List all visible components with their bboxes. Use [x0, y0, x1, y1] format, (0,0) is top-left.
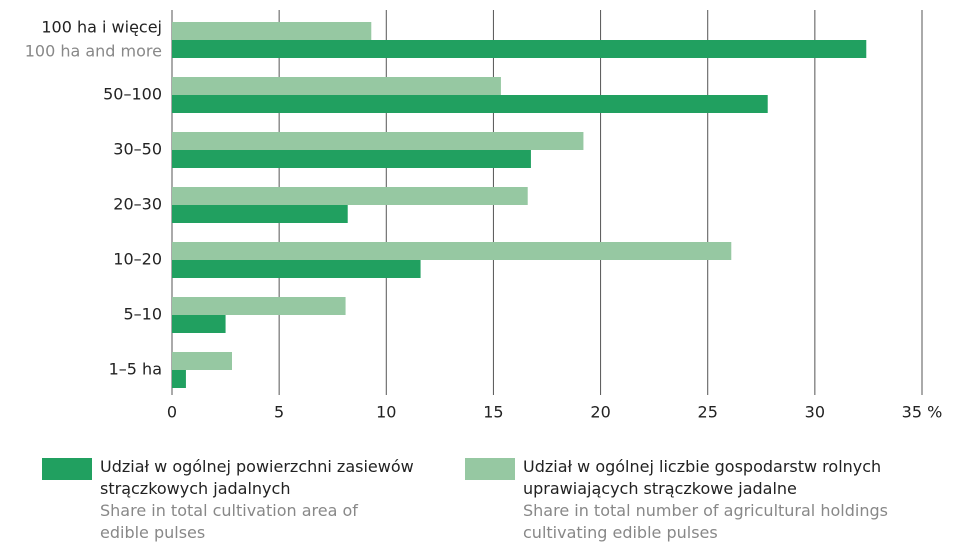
bar	[172, 187, 528, 205]
bar	[172, 370, 186, 388]
legend-swatch	[465, 458, 515, 480]
category-label: 50–100	[103, 85, 162, 104]
bar	[172, 95, 768, 113]
bar	[172, 315, 226, 333]
x-tick-label: 20	[590, 403, 610, 422]
category-label-en: 100 ha and more	[25, 42, 162, 61]
bar	[172, 205, 348, 223]
bar	[172, 260, 421, 278]
chart: 0 5 10 15 20 25 30 35 % 100 ha i więcej 100 ha an…	[25, 10, 943, 422]
bar	[172, 352, 232, 370]
x-tick-label: 30	[805, 403, 825, 422]
legend-entry: Udział w ogólnej powierzchni zasiewów st…	[100, 456, 430, 544]
legend-label-en: Share in total cultivation area of edibl…	[100, 501, 358, 542]
legend-label: Udział w ogólnej liczbie gospodarstw rol…	[523, 457, 882, 498]
category-label: 20–30	[113, 195, 162, 214]
bar	[172, 150, 531, 168]
category-label: 30–50	[113, 140, 162, 159]
category-label: 5–10	[123, 305, 162, 324]
bar	[172, 132, 584, 150]
legend-swatch	[42, 458, 92, 480]
legend-label: Udział w ogólnej powierzchni zasiewów st…	[100, 457, 414, 498]
bar	[172, 40, 867, 58]
category-label: 1–5 ha	[109, 360, 162, 379]
x-tick-label: 25	[698, 403, 718, 422]
bar	[172, 22, 372, 40]
bar	[172, 77, 501, 95]
x-tick-label: 15	[483, 403, 503, 422]
category-label: 100 ha i więcej	[41, 18, 162, 37]
x-tick-label: 35 %	[902, 403, 943, 422]
category-label: 10–20	[113, 250, 162, 269]
bar	[172, 242, 732, 260]
x-tick-label: 5	[274, 403, 284, 422]
legend-label-en: Share in total number of agricultural ho…	[523, 501, 888, 542]
bar	[172, 297, 346, 315]
x-tick-label: 10	[376, 403, 396, 422]
x-tick-label: 0	[167, 403, 177, 422]
legend-entry: Udział w ogólnej liczbie gospodarstw rol…	[523, 456, 943, 544]
